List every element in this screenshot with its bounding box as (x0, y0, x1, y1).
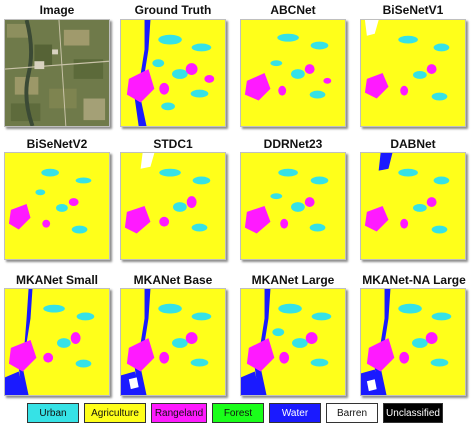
satellite-image-panel (4, 19, 110, 127)
legend-urban: Urban (27, 403, 79, 423)
legend-barren: Barren (326, 403, 378, 423)
panel-title: Ground Truth (134, 3, 212, 17)
panel-title: BiSeNetV1 (382, 3, 444, 17)
legend-water: Water (269, 403, 321, 423)
panel-title: DDRNet23 (263, 137, 323, 151)
mkanet-na-large-panel (360, 288, 466, 396)
segmentation-mask (121, 153, 225, 259)
segmentation-mask (5, 289, 109, 395)
panel-title: ABCNet (270, 3, 316, 17)
legend-rangeland: Rangeland (151, 403, 207, 423)
panel-title: MKANet Large (251, 273, 335, 287)
ddrnet23-panel (240, 152, 346, 260)
panel-title: BiSeNetV2 (26, 137, 88, 151)
segmentation-mask (121, 20, 225, 126)
class-legend: Urban Agriculture Rangeland Forest Water… (27, 403, 443, 425)
bisenetv2-panel (4, 152, 110, 260)
segmentation-mask (241, 153, 345, 259)
segmentation-mask (361, 20, 465, 126)
segmentation-mask (121, 289, 225, 395)
segmentation-mask (241, 20, 345, 126)
legend-unclassified: Unclassified (383, 403, 443, 423)
segmentation-mask (361, 153, 465, 259)
panel-title: MKANet Small (15, 273, 98, 287)
mkanet-large-panel (240, 288, 346, 396)
mkanet-base-panel (120, 288, 226, 396)
panel-title: Image (39, 3, 75, 17)
segmentation-mask (241, 289, 345, 395)
legend-forest: Forest (212, 403, 264, 423)
legend-agriculture: Agriculture (84, 403, 146, 423)
mkanet-small-panel (4, 288, 110, 396)
panel-title: STDC1 (153, 137, 193, 151)
segmentation-mask (361, 289, 465, 395)
panel-title: DABNet (390, 137, 436, 151)
stdc1-panel (120, 152, 226, 260)
panel-title: MKANet Base (133, 273, 213, 287)
panel-title: MKANet-NA Large (362, 273, 466, 287)
ground-truth-panel (120, 19, 226, 127)
satellite-photo-image (5, 20, 109, 126)
dabnet-panel (360, 152, 466, 260)
segmentation-mask (5, 153, 109, 259)
bisenetv1-panel (360, 19, 466, 127)
abcnet-panel (240, 19, 346, 127)
